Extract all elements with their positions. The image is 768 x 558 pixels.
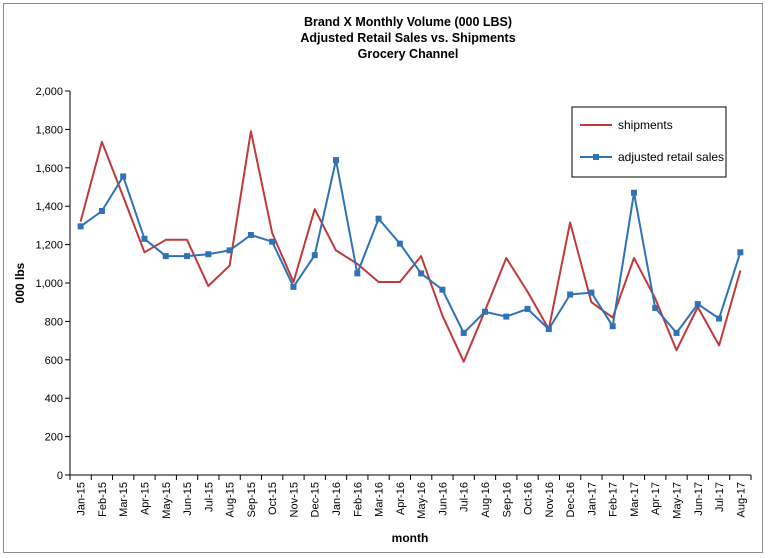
data-point-adjusted-retail-sales xyxy=(609,323,616,330)
x-tick-label: Jul-16 xyxy=(459,482,471,512)
data-point-adjusted-retail-sales xyxy=(333,157,340,164)
x-tick-label: Dec-15 xyxy=(310,482,322,517)
x-tick-label: Dec-16 xyxy=(565,482,577,517)
data-point-adjusted-retail-sales xyxy=(354,270,361,277)
y-tick-label: 0 xyxy=(57,470,63,482)
data-point-adjusted-retail-sales xyxy=(545,326,552,333)
series-line-adjusted-retail-sales xyxy=(80,159,742,334)
data-point-adjusted-retail-sales xyxy=(460,329,467,336)
x-tick-label: Aug-15 xyxy=(225,482,237,517)
data-point-adjusted-retail-sales xyxy=(184,253,191,260)
x-tick-label: Jun-17 xyxy=(693,482,705,516)
data-point-adjusted-retail-sales xyxy=(141,235,148,242)
x-tick-label: Aug-16 xyxy=(480,482,492,517)
x-tick-label: Nov-15 xyxy=(288,482,300,517)
data-point-adjusted-retail-sales xyxy=(120,173,127,180)
x-tick-label: Sep-15 xyxy=(246,482,258,517)
legend-retail-marker xyxy=(593,154,599,160)
data-point-adjusted-retail-sales xyxy=(290,283,297,290)
data-point-adjusted-retail-sales xyxy=(652,304,659,311)
data-point-adjusted-retail-sales xyxy=(418,270,425,277)
data-point-adjusted-retail-sales xyxy=(98,208,105,214)
data-point-adjusted-retail-sales xyxy=(247,232,254,238)
x-tick-label: Mar-16 xyxy=(374,482,386,517)
chart-title-line-2: Adjusted Retail Sales vs. Shipments xyxy=(300,31,515,45)
data-point-adjusted-retail-sales xyxy=(205,251,212,258)
legend-shipments-label: shipments xyxy=(618,118,673,132)
data-point-adjusted-retail-sales xyxy=(503,313,510,320)
y-tick-label: 1,600 xyxy=(35,163,63,175)
x-tick-label: Jan-17 xyxy=(586,482,598,516)
y-tick-label: 1,400 xyxy=(35,201,63,213)
y-tick-label: 400 xyxy=(45,393,63,405)
x-tick-label: Feb-16 xyxy=(352,482,364,517)
data-point-adjusted-retail-sales xyxy=(396,240,403,247)
x-axis-title: month xyxy=(392,531,429,545)
x-tick-label: Nov-16 xyxy=(544,482,556,517)
y-tick-label: 600 xyxy=(45,355,63,367)
x-tick-label: Oct-16 xyxy=(523,482,535,515)
data-point-adjusted-retail-sales xyxy=(630,189,637,196)
x-tick-label: Jul-15 xyxy=(203,482,215,512)
chart-title-line-3: Grocery Channel xyxy=(358,47,459,61)
data-point-adjusted-retail-sales xyxy=(77,223,84,230)
data-point-adjusted-retail-sales xyxy=(162,253,169,260)
chart-title-line-1: Brand X Monthly Volume (000 LBS) xyxy=(304,15,512,29)
x-tick-label: Jan-15 xyxy=(76,482,88,516)
x-tick-label: Apr-17 xyxy=(650,482,662,515)
plot-area: 0 200 400 600 800 1,000 1,200 1,400 1,600 1,800 2,… xyxy=(35,86,752,519)
x-tick-label: Jun-16 xyxy=(437,482,449,516)
x-tick-label: May-15 xyxy=(161,482,173,519)
data-point-adjusted-retail-sales xyxy=(375,215,382,222)
y-tick-label: 1,000 xyxy=(35,278,63,290)
x-tick-label: Mar-15 xyxy=(118,482,130,517)
x-tick-label: May-16 xyxy=(416,482,428,519)
legend-box xyxy=(571,106,727,178)
y-axis-title: 000 lbs xyxy=(13,262,27,303)
x-tick-label: Feb-15 xyxy=(97,482,109,517)
x-tick-label: Jan-16 xyxy=(331,482,343,516)
data-point-adjusted-retail-sales xyxy=(716,315,723,322)
data-point-adjusted-retail-sales xyxy=(226,247,233,254)
data-point-adjusted-retail-sales xyxy=(673,329,680,336)
legend-retail-label: adjusted retail sales xyxy=(618,150,724,164)
x-tick-label: Apr-16 xyxy=(395,482,407,515)
x-tick-label: May-17 xyxy=(672,482,684,519)
x-tick-label: Feb-17 xyxy=(608,482,620,517)
data-point-adjusted-retail-sales xyxy=(524,305,531,312)
chart-frame xyxy=(3,3,763,553)
data-point-adjusted-retail-sales xyxy=(269,238,276,245)
x-tick-label: Mar-17 xyxy=(629,482,641,517)
y-tick-label: 200 xyxy=(45,432,63,444)
y-tick-label: 800 xyxy=(45,316,63,328)
data-point-adjusted-retail-sales xyxy=(567,291,574,298)
x-tick-label: Oct-15 xyxy=(267,482,279,515)
data-point-adjusted-retail-sales xyxy=(694,301,701,308)
series-line-shipments xyxy=(79,130,742,363)
data-point-adjusted-retail-sales xyxy=(737,249,744,256)
data-point-adjusted-retail-sales xyxy=(311,252,318,259)
x-tick-label: Jun-15 xyxy=(182,482,194,516)
x-tick-label: Apr-15 xyxy=(139,482,151,515)
legend: shipments adjusted retail sales xyxy=(571,106,727,178)
y-tick-label: 2,000 xyxy=(35,86,63,98)
data-point-adjusted-retail-sales xyxy=(439,286,446,293)
x-tick-label: Jul-17 xyxy=(714,482,726,512)
y-tick-label: 1,800 xyxy=(35,124,63,136)
y-tick-label: 1,200 xyxy=(35,240,63,252)
x-tick-label: Aug-17 xyxy=(735,482,747,517)
data-point-adjusted-retail-sales xyxy=(481,308,488,315)
data-point-adjusted-retail-sales xyxy=(588,289,595,296)
x-tick-label: Sep-16 xyxy=(501,482,513,517)
